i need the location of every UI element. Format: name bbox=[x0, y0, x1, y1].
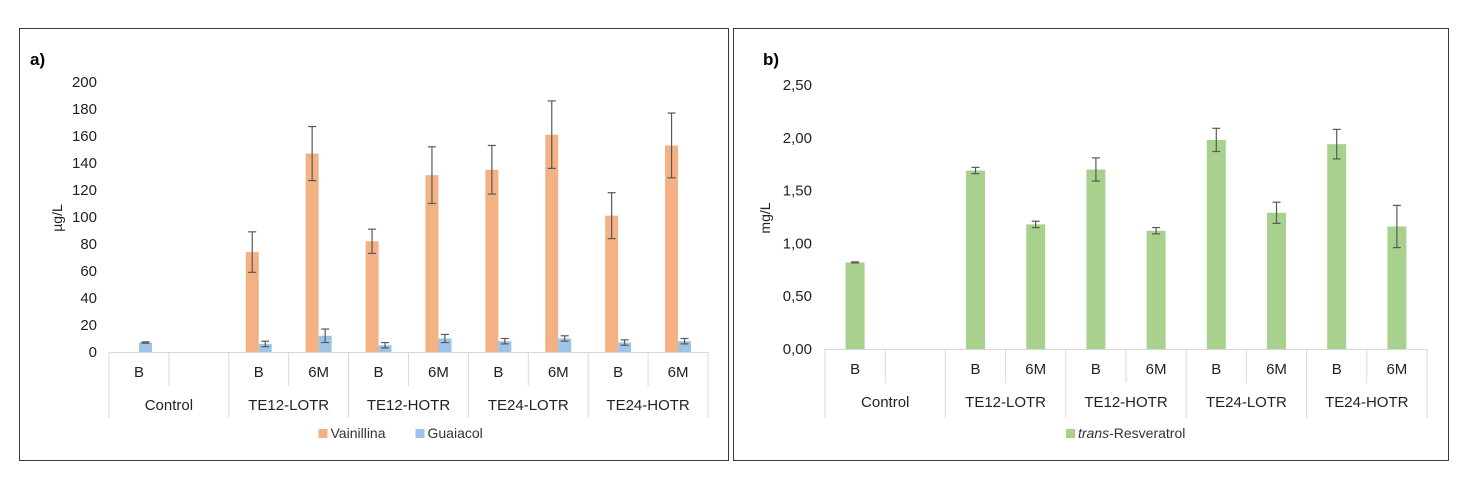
bar-vainillina bbox=[305, 153, 319, 352]
x-group-label: TE12-LOTR bbox=[965, 394, 1046, 411]
legend-label: Vainillina bbox=[331, 425, 386, 441]
x-group-label: TE24-HOTR bbox=[1325, 394, 1409, 411]
bar-vainillina bbox=[245, 252, 259, 352]
panel-a-label: a) bbox=[30, 50, 45, 69]
bar-vainillina bbox=[545, 134, 559, 352]
bar-trans-resveratrol bbox=[1146, 230, 1166, 349]
y-tick-label: 60 bbox=[80, 263, 97, 280]
y-tick-label: 40 bbox=[80, 290, 97, 307]
legend-swatch bbox=[1066, 429, 1075, 438]
bar-vainillina bbox=[665, 145, 679, 352]
x-group-label: TE12-LOTR bbox=[248, 397, 329, 414]
bar-guaiacol bbox=[378, 345, 392, 352]
x-sub-category-label: B bbox=[850, 361, 860, 378]
y-tick-label: 100 bbox=[72, 209, 97, 226]
x-sub-category-label: 6M bbox=[428, 364, 449, 381]
x-sub-category-label: B bbox=[493, 364, 503, 381]
x-sub-category-label: 6M bbox=[1025, 361, 1046, 378]
bar-trans-resveratrol bbox=[1267, 212, 1286, 349]
bar-guaiacol bbox=[558, 338, 572, 352]
y-tick-label: 160 bbox=[72, 128, 97, 145]
y-tick-label: 2,50 bbox=[783, 77, 812, 94]
panel-a-y-axis-label: µg/L bbox=[49, 204, 65, 232]
y-tick-label: 0,50 bbox=[783, 288, 812, 305]
x-sub-category-label: B bbox=[134, 364, 144, 381]
y-tick-label: 200 bbox=[72, 74, 97, 91]
y-tick-label: 20 bbox=[80, 317, 97, 334]
bar-guaiacol bbox=[618, 342, 632, 352]
x-group-label: Control bbox=[145, 397, 193, 414]
y-tick-label: 0,00 bbox=[783, 341, 812, 358]
y-tick-label: 180 bbox=[72, 101, 97, 118]
x-group-label: TE24-LOTR bbox=[488, 397, 569, 414]
bar-guaiacol bbox=[318, 335, 332, 352]
x-sub-category-label: B bbox=[970, 361, 980, 378]
x-sub-category-label: 6M bbox=[548, 364, 569, 381]
x-group-label: TE12-HOTR bbox=[1084, 394, 1168, 411]
legend-swatch bbox=[318, 429, 328, 438]
x-sub-category-label: 6M bbox=[1266, 361, 1287, 378]
bar-vainillina bbox=[605, 215, 619, 352]
x-sub-category-label: B bbox=[254, 364, 264, 381]
y-tick-label: 140 bbox=[72, 155, 97, 172]
bar-vainillina bbox=[425, 175, 439, 352]
bar-guaiacol bbox=[678, 341, 692, 352]
panel-b-label: b) bbox=[763, 50, 779, 69]
x-sub-category-label: 6M bbox=[1146, 361, 1167, 378]
x-sub-category-label: B bbox=[1211, 361, 1221, 378]
x-group-label: Control bbox=[861, 394, 909, 411]
bar-trans-resveratrol bbox=[845, 262, 865, 349]
y-tick-label: 120 bbox=[72, 182, 97, 199]
x-sub-category-label: 6M bbox=[1386, 361, 1407, 378]
bar-trans-resveratrol bbox=[1327, 144, 1347, 349]
x-sub-category-label: B bbox=[1091, 361, 1101, 378]
bar-guaiacol bbox=[438, 338, 452, 352]
x-group-label: TE12-HOTR bbox=[367, 397, 451, 414]
bar-vainillina bbox=[485, 169, 499, 352]
x-sub-category-label: 6M bbox=[668, 364, 689, 381]
x-sub-category-label: 6M bbox=[308, 364, 329, 381]
x-sub-category-label: B bbox=[613, 364, 623, 381]
bar-vainillina bbox=[365, 241, 379, 352]
panel-b-y-axis-label: mg/L bbox=[757, 202, 773, 233]
legend-label: Guaiacol bbox=[428, 425, 483, 441]
legend-label: trans-Resveratrol bbox=[1078, 425, 1185, 441]
bar-guaiacol bbox=[258, 343, 272, 352]
bar-guaiacol bbox=[138, 342, 152, 352]
legend-swatch bbox=[415, 429, 425, 438]
y-tick-label: 1,50 bbox=[783, 183, 812, 200]
x-sub-category-label: B bbox=[1332, 361, 1342, 378]
bar-guaiacol bbox=[498, 341, 512, 352]
bar-trans-resveratrol bbox=[1086, 169, 1106, 349]
x-sub-category-label: B bbox=[374, 364, 384, 381]
bar-trans-resveratrol bbox=[1206, 139, 1226, 349]
y-tick-label: 80 bbox=[80, 236, 97, 253]
y-tick-label: 1,00 bbox=[783, 235, 812, 252]
y-tick-label: 0 bbox=[89, 344, 97, 361]
x-group-label: TE24-LOTR bbox=[1206, 394, 1287, 411]
bar-trans-resveratrol bbox=[966, 170, 985, 349]
bar-trans-resveratrol bbox=[1387, 226, 1407, 349]
y-tick-label: 2,00 bbox=[783, 130, 812, 147]
bar-trans-resveratrol bbox=[1026, 224, 1046, 349]
x-group-label: TE24-HOTR bbox=[606, 397, 690, 414]
